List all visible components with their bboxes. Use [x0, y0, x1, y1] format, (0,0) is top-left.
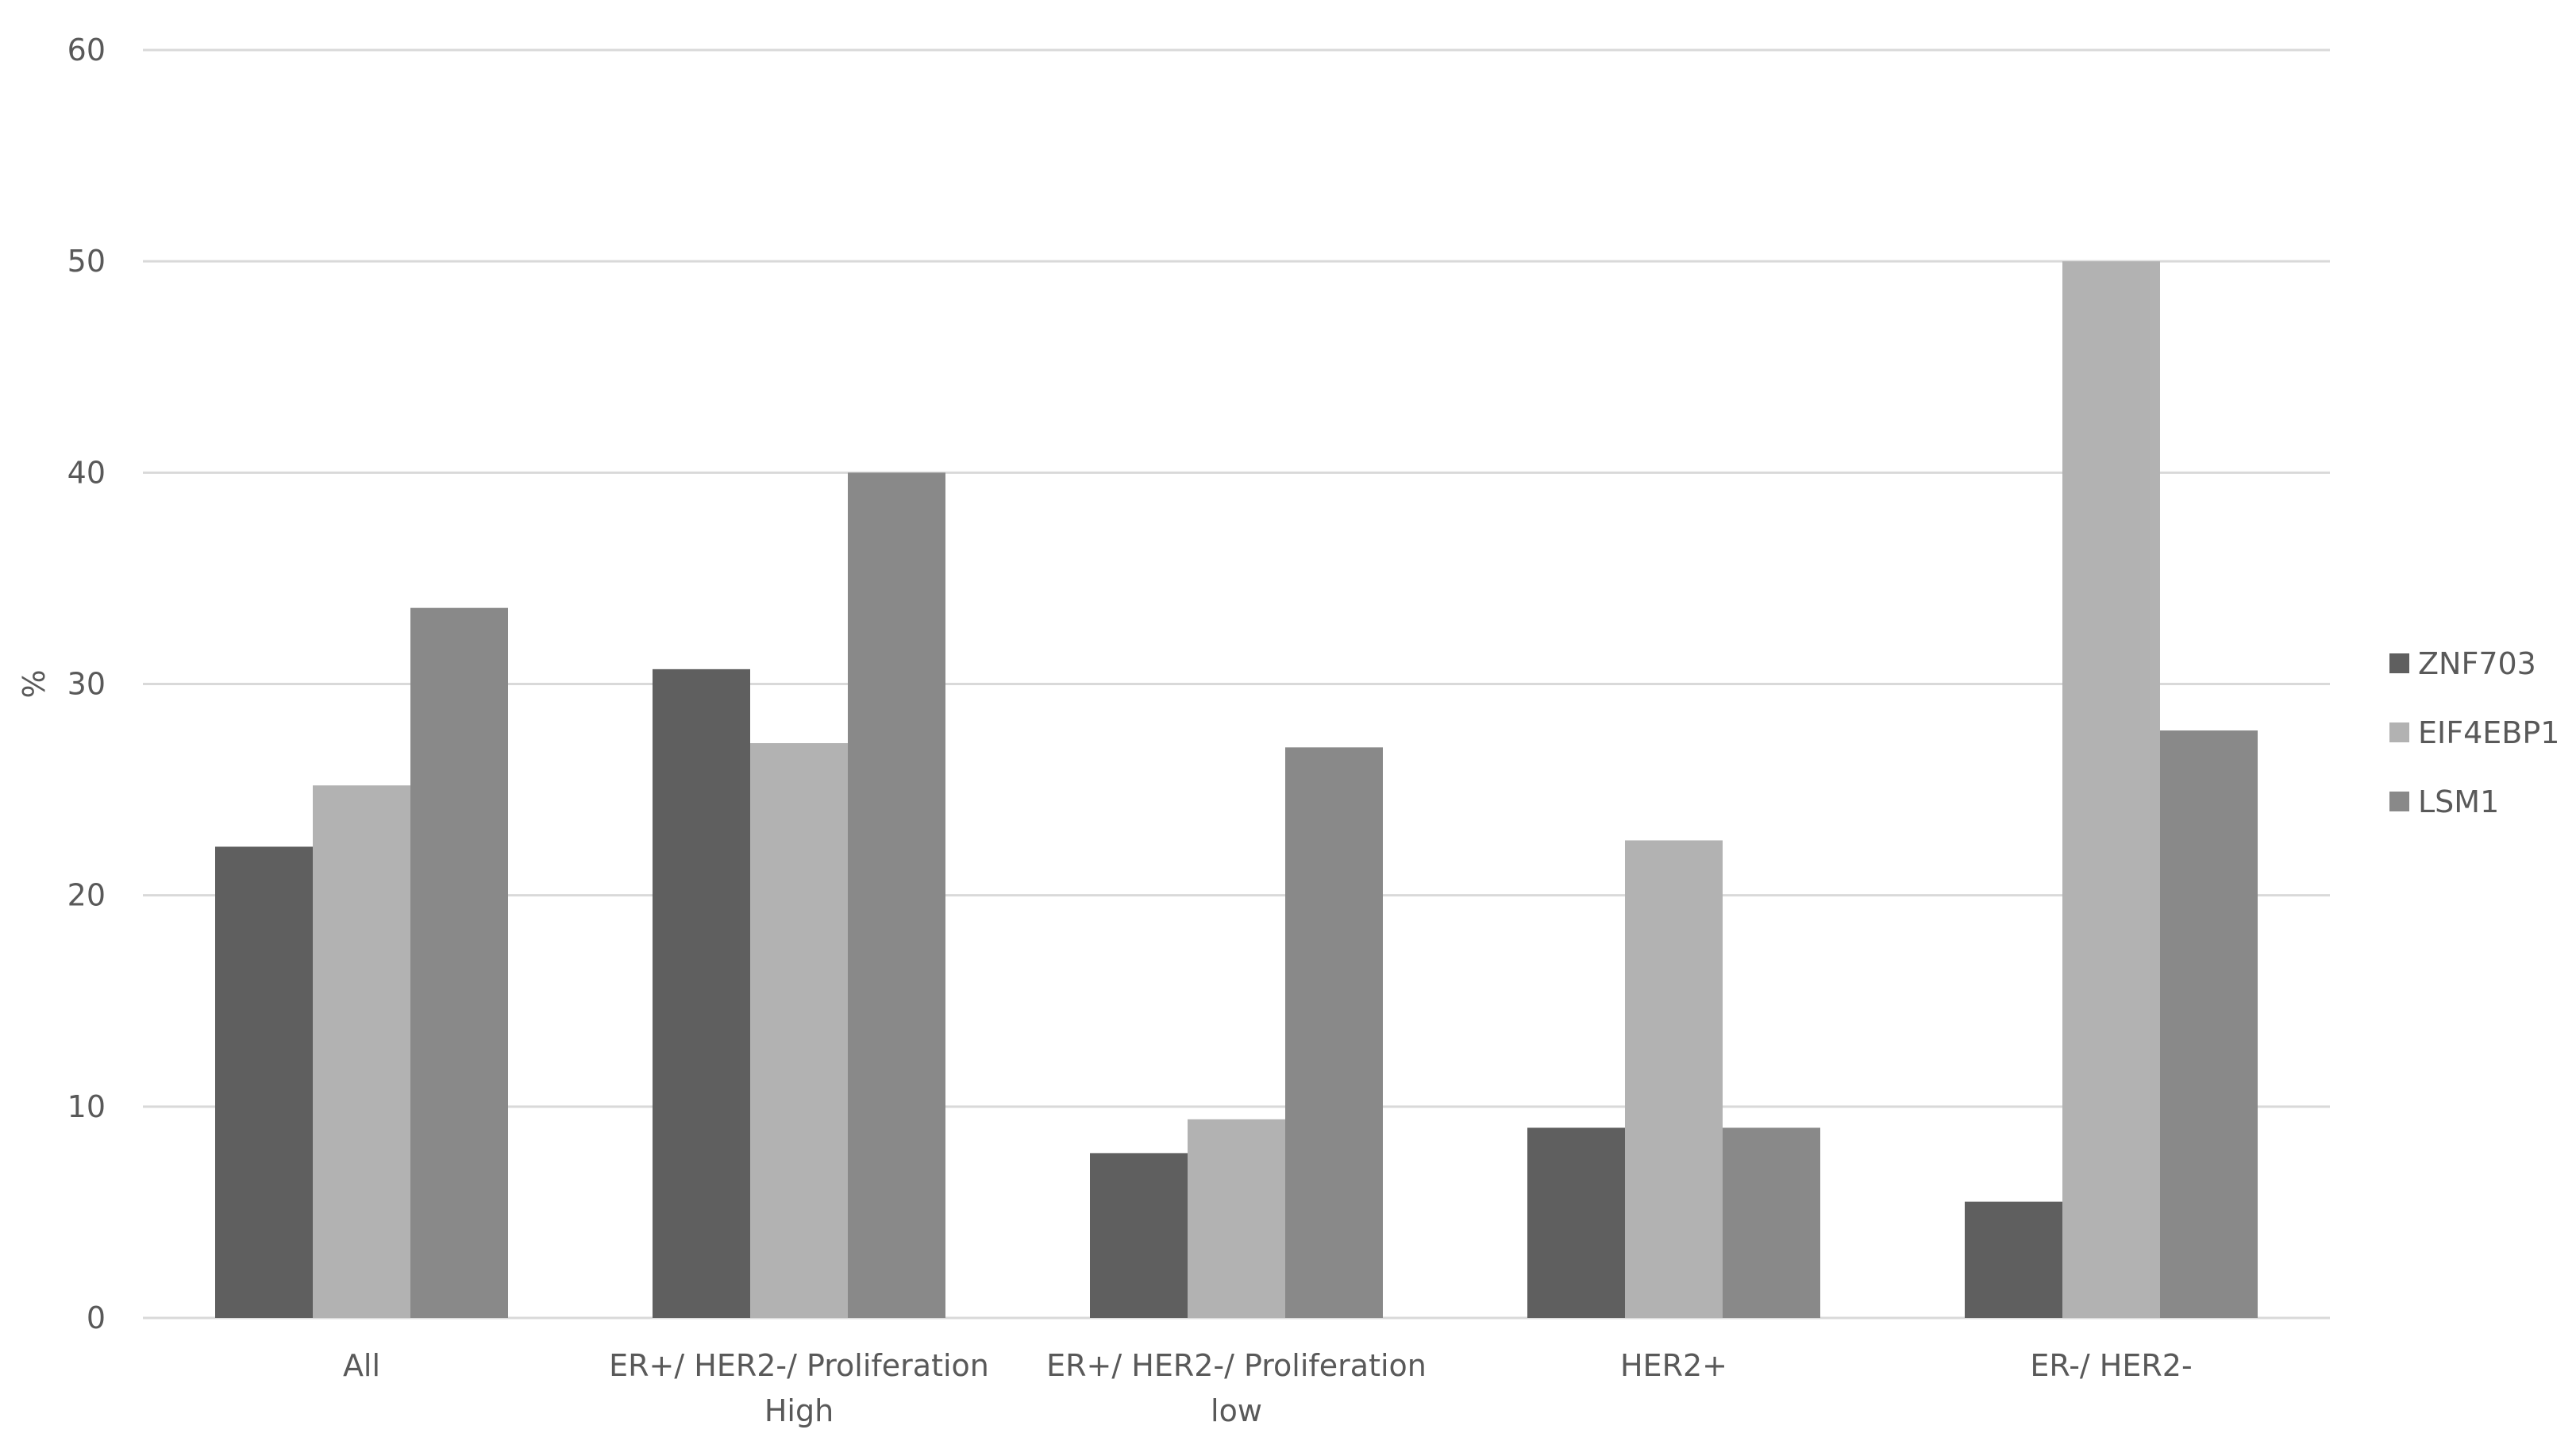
bar-znf703	[653, 668, 750, 1318]
y-axis-title: %	[17, 669, 52, 698]
legend-label: EIF4EBP1	[2418, 715, 2559, 750]
y-axis-ticks: 0 10 20 30 40 50 60	[67, 33, 106, 1335]
bar-znf703	[215, 846, 313, 1318]
legend-swatch-znf703	[2389, 653, 2409, 673]
y-tick-label: 10	[67, 1089, 106, 1124]
bar-eif4ebp1	[1625, 840, 1723, 1318]
x-category-label: ER-/ HER2-	[2030, 1348, 2192, 1383]
y-tick-label: 40	[67, 455, 106, 490]
x-category-label: ER+/ HER2-/ Proliferation	[1046, 1348, 1427, 1383]
bar-eif4ebp1	[2062, 261, 2160, 1319]
bar-lsm1	[410, 607, 508, 1318]
bar-lsm1	[2160, 730, 2258, 1318]
y-tick-label: 60	[67, 33, 106, 67]
y-tick-label: 50	[67, 244, 106, 279]
bar-lsm1	[1723, 1127, 1820, 1318]
bar-znf703	[1090, 1153, 1188, 1318]
bar-znf703	[1527, 1127, 1625, 1318]
legend: ZNF703 EIF4EBP1 LSM1	[2389, 646, 2559, 819]
bar-lsm1	[848, 472, 945, 1319]
bar-eif4ebp1	[313, 785, 410, 1318]
bar-lsm1	[1285, 747, 1383, 1318]
bar-znf703	[1965, 1201, 2062, 1318]
bar-eif4ebp1	[1188, 1119, 1285, 1318]
y-tick-label: 20	[67, 878, 106, 913]
bar-eif4ebp1	[750, 743, 848, 1318]
y-tick-label: 30	[67, 667, 106, 702]
legend-swatch-eif4ebp1	[2389, 722, 2409, 742]
y-tick-label: 0	[87, 1300, 106, 1335]
legend-label: ZNF703	[2418, 646, 2536, 681]
x-category-label: low	[1211, 1393, 1262, 1428]
x-category-label: All	[343, 1348, 380, 1383]
x-category-label: HER2+	[1620, 1348, 1727, 1383]
x-axis-categories: All ER+/ HER2-/ Proliferation High ER+/ HER…	[343, 1348, 2193, 1428]
legend-swatch-lsm1	[2389, 792, 2409, 811]
legend-label: LSM1	[2418, 784, 2499, 819]
x-category-label: High	[764, 1393, 834, 1428]
x-category-label: ER+/ HER2-/ Proliferation	[609, 1348, 989, 1383]
bars	[215, 261, 2258, 1319]
